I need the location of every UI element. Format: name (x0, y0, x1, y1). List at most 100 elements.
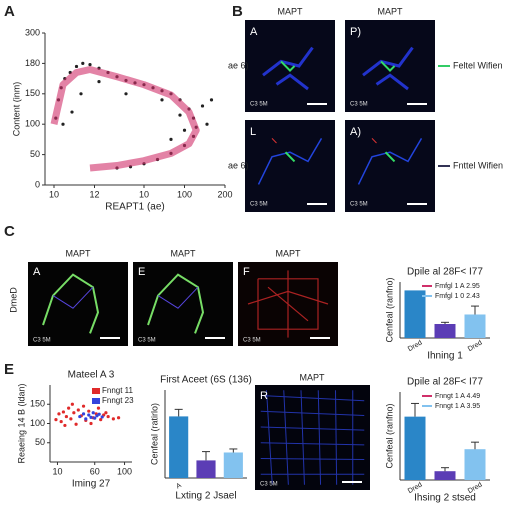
point (100, 415, 104, 419)
bar (434, 324, 456, 338)
micrograph: F C3 5M (238, 262, 338, 346)
point (79, 92, 83, 96)
x-tick-label: Dred (407, 339, 424, 353)
point (104, 411, 108, 415)
point (111, 417, 115, 421)
image-letter: A (33, 266, 41, 278)
legend-swatch (92, 398, 100, 404)
filament (260, 442, 365, 446)
point (200, 104, 205, 108)
filament (247, 290, 329, 305)
point (84, 417, 88, 421)
filament (257, 278, 319, 330)
chart-title: First Aceet (6S (136) (160, 375, 252, 386)
bar (464, 449, 486, 480)
x-tick-label: 10 (52, 466, 62, 476)
row-label: DmeD (8, 287, 18, 313)
y-tick-label: 180 (25, 58, 40, 68)
legend-swatch (92, 388, 100, 394)
legend-label: Fnngt 23 (102, 396, 134, 405)
legend-label: Fnttel Wifien (453, 160, 503, 170)
point (81, 61, 85, 65)
image-frame (28, 262, 128, 346)
row-label: ae 6) (228, 60, 249, 70)
y-tick-label: 150 (25, 88, 40, 98)
micrograph: A) C3 5M (345, 120, 435, 212)
filament (380, 60, 396, 73)
point (209, 98, 214, 102)
chart-title: Dpile al 28F< I77 (407, 377, 483, 388)
filament (284, 151, 296, 163)
point (205, 122, 209, 126)
y-axis-label: Cenfeal (ranfno) (384, 277, 394, 342)
image-frame (245, 20, 335, 112)
scale-text: C3 5M (138, 338, 156, 344)
point (116, 416, 121, 420)
point (169, 137, 173, 141)
point (124, 92, 128, 96)
point (106, 414, 110, 419)
y-axis-label: Cenfeal (ratirlo) (149, 403, 159, 465)
image-title: MAPT (277, 6, 303, 16)
scale-text: C3 5M (350, 202, 368, 208)
image-letter: P) (350, 26, 361, 38)
x-tick-label: 100 (117, 466, 132, 476)
filament (357, 138, 423, 185)
x-tick-label: 100 (177, 189, 192, 199)
y-axis-label: Content (inm) (11, 82, 21, 137)
y-axis-label: Cenfeal (ranfno) (384, 403, 394, 468)
point (61, 122, 65, 126)
legend-label: Fnngt 1 A 3.95 (435, 403, 480, 410)
point (61, 410, 66, 414)
bar (169, 416, 189, 478)
point (57, 412, 61, 416)
filament (42, 273, 100, 334)
x-axis-label: Lxting 2 Jsael (175, 491, 236, 502)
image-title: MAPT (377, 6, 403, 16)
y-tick-label: 150 (30, 399, 45, 409)
point (70, 110, 74, 114)
image-letter: A (250, 26, 258, 38)
micrograph: A C3 5M (245, 20, 335, 112)
point (91, 411, 95, 415)
chart-title: Mateel A 3 (68, 370, 115, 381)
point (93, 416, 97, 420)
filament (280, 60, 296, 73)
image-frame (133, 262, 233, 346)
legend-label: Fnngt 1 A 4.49 (435, 393, 480, 400)
micrograph: P) C3 5M (345, 20, 435, 112)
point (182, 128, 187, 132)
point (54, 418, 58, 422)
point (97, 80, 101, 84)
point (69, 417, 73, 421)
image-letter: E (138, 266, 145, 278)
image-title: MAPT (299, 372, 325, 382)
legend-label: Feltel Wifien (453, 60, 503, 70)
point (81, 412, 86, 416)
bar (464, 314, 486, 338)
scale-text: C3 5M (33, 338, 51, 344)
filament (375, 73, 409, 91)
scale-text: C3 5M (250, 202, 268, 208)
filament (147, 273, 205, 334)
image-letter: R (260, 390, 268, 402)
panel-label: C (4, 223, 15, 240)
filament (262, 46, 314, 77)
point (70, 402, 74, 406)
scale-text: C3 5M (243, 338, 261, 344)
point (74, 64, 79, 69)
point (74, 422, 78, 426)
point (72, 411, 76, 415)
filament (371, 138, 377, 144)
filament (260, 426, 365, 431)
row-label: ae 6) (228, 160, 249, 170)
filament (260, 458, 365, 461)
point (89, 415, 93, 419)
filament (52, 286, 94, 309)
y-tick-label: 50 (30, 149, 40, 159)
image-frame (345, 120, 435, 212)
x-tick-label: 10 (49, 189, 59, 199)
y-tick-label: 0 (35, 179, 40, 189)
x-axis-label: REAPT1 (ae) (105, 202, 164, 213)
